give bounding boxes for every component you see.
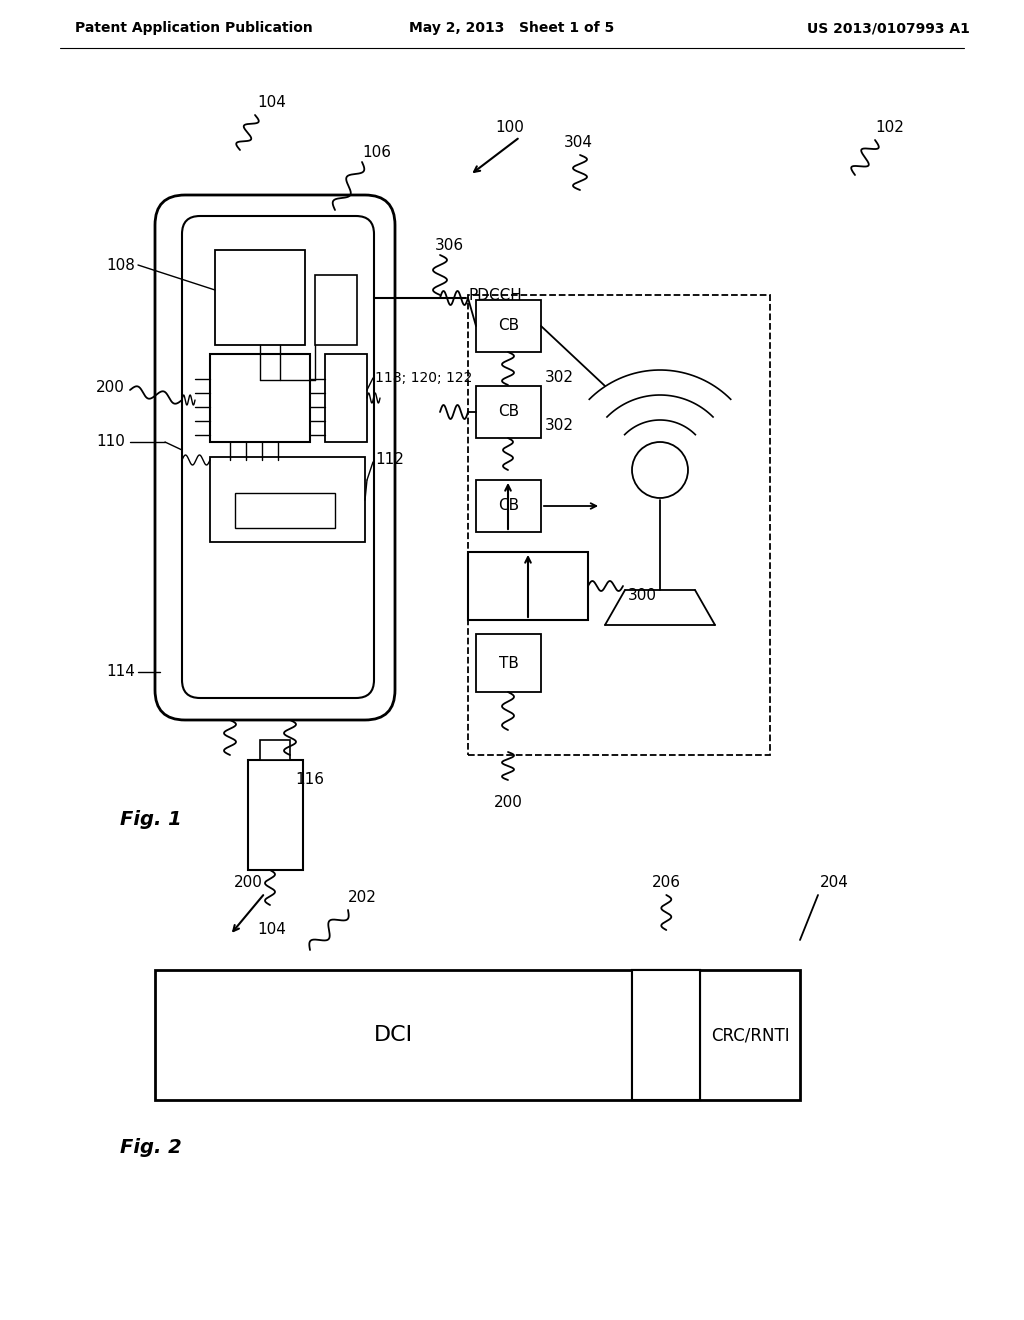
Bar [210,354,310,442]
Text: TB: TB [499,656,518,671]
Bar [260,741,290,760]
Bar [215,249,305,345]
Bar [476,385,541,438]
Text: 302: 302 [545,371,574,385]
Text: DCI: DCI [374,1026,414,1045]
Text: 306: 306 [435,238,464,252]
Bar [155,970,800,1100]
Text: CB: CB [498,318,519,334]
Text: 112: 112 [375,453,403,467]
Text: 204: 204 [820,875,849,890]
FancyBboxPatch shape [182,216,374,698]
Text: CB: CB [498,499,519,513]
Text: CRC/RNTI: CRC/RNTI [711,1026,790,1044]
Text: 102: 102 [876,120,904,135]
Bar [632,970,700,1100]
FancyBboxPatch shape [155,195,395,719]
Text: 104: 104 [258,95,287,110]
Text: CB: CB [498,404,519,420]
Text: 200: 200 [233,875,262,890]
Bar [315,275,357,345]
Text: PDCCH: PDCCH [468,288,522,302]
Bar [325,354,367,442]
Text: 100: 100 [496,120,524,135]
Text: 302: 302 [545,417,574,433]
Text: 110: 110 [96,434,125,450]
Text: Fig. 1: Fig. 1 [120,810,181,829]
Bar [476,480,541,532]
Text: 116: 116 [295,772,324,787]
Text: 200: 200 [494,795,522,810]
Text: 304: 304 [563,135,593,150]
Bar [476,634,541,692]
Bar [476,300,541,352]
Text: 206: 206 [652,875,681,890]
Text: 108: 108 [106,257,135,272]
Text: 300: 300 [628,589,657,603]
Bar [248,760,303,870]
Text: 106: 106 [362,145,391,160]
Text: 200: 200 [96,380,125,396]
Bar [234,492,335,528]
Text: May 2, 2013   Sheet 1 of 5: May 2, 2013 Sheet 1 of 5 [410,21,614,36]
Text: Patent Application Publication: Patent Application Publication [75,21,312,36]
Text: US 2013/0107993 A1: US 2013/0107993 A1 [807,21,970,36]
Bar [468,552,588,620]
Text: 118; 120; 122: 118; 120; 122 [375,371,472,385]
Bar [468,294,770,755]
Text: Fig. 2: Fig. 2 [120,1138,181,1158]
Text: 114: 114 [106,664,135,680]
Bar [210,457,365,543]
Text: 202: 202 [348,890,377,906]
Bar [632,970,700,1100]
Text: 104: 104 [258,921,287,937]
